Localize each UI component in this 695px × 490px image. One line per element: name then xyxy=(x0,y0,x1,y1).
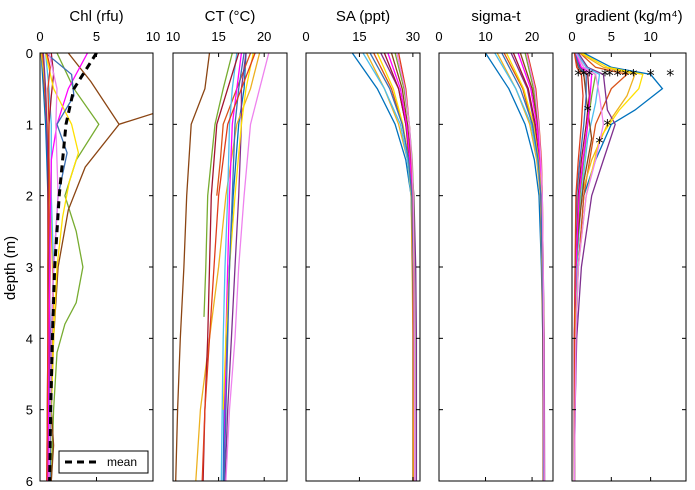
x-tick-label: 0 xyxy=(302,29,309,44)
series-line xyxy=(50,53,100,481)
series-group xyxy=(484,53,546,481)
series-line xyxy=(203,53,233,317)
series-line xyxy=(175,53,211,481)
marker-point: * xyxy=(584,101,592,120)
x-tick-label: 20 xyxy=(257,29,271,44)
marker-point: * xyxy=(603,115,611,134)
y-axis-label: depth (m) xyxy=(2,236,19,300)
series-group: *** ** * * * * **** xyxy=(573,53,674,481)
marker-point: * xyxy=(574,65,582,84)
x-tick-label: 15 xyxy=(211,29,225,44)
panel-2: CT (°C) 10 15 20 xyxy=(166,8,288,482)
x-tick-label: 30 xyxy=(406,29,420,44)
series-line xyxy=(222,53,254,410)
marker-point: * xyxy=(606,65,614,84)
panel-4: sigma-t 0 10 20 xyxy=(435,8,554,482)
x-tick-label: 10 xyxy=(166,29,180,44)
series-line xyxy=(224,53,247,481)
series-line xyxy=(195,53,261,481)
series-line xyxy=(47,53,89,481)
x-tick-label: 20 xyxy=(525,29,539,44)
legend-box xyxy=(58,450,149,474)
panels: Chl (rfu) 0 1 2 3 4 5 6 0 5 10 mean CT (°C) 10 15 20 SA … xyxy=(26,8,687,489)
marker-point: * xyxy=(614,65,622,84)
series-line xyxy=(225,53,270,481)
x-tick-label: 5 xyxy=(608,29,615,44)
y-tick-label: 0 xyxy=(26,46,33,61)
series-line xyxy=(573,53,584,481)
marker-point: * xyxy=(601,65,609,84)
y-tick-label: 3 xyxy=(26,260,33,275)
y-tick-label: 4 xyxy=(26,331,33,346)
x-tick-label: 0 xyxy=(568,29,575,44)
marker-point: * xyxy=(647,65,655,84)
x-tick-label: 0 xyxy=(435,29,442,44)
x-tick-label: 5 xyxy=(93,29,100,44)
series-line xyxy=(220,53,238,481)
x-tick-label: 10 xyxy=(146,29,160,44)
panel-3: SA (ppt) 0 15 30 xyxy=(302,8,421,482)
series-line xyxy=(216,53,252,196)
y-tick-label: 1 xyxy=(26,117,33,132)
panel-5: gradient (kg/m⁴)*** ** * * * * ****0 5 10 xyxy=(568,8,687,482)
series-group xyxy=(175,53,270,481)
y-tick-label: 5 xyxy=(26,403,33,418)
series-line xyxy=(46,53,51,481)
x-tick-label: 15 xyxy=(352,29,366,44)
marker-point: * xyxy=(596,133,604,152)
x-tick-label: 10 xyxy=(478,29,492,44)
panel-title: SA (ppt) xyxy=(336,8,390,25)
mean-line xyxy=(48,53,98,481)
legend: mean xyxy=(58,450,149,474)
marker-point: * xyxy=(585,65,593,84)
panel-1: Chl (rfu) 0 1 2 3 4 5 6 0 5 10 mean xyxy=(26,8,160,489)
y-tick-label: 6 xyxy=(26,474,33,489)
marker-point: * xyxy=(580,65,588,84)
panel-title: CT (°C) xyxy=(205,8,256,25)
panel-title: gradient (kg/m⁴) xyxy=(575,8,682,25)
marker-point: * xyxy=(629,65,637,84)
legend-label: mean xyxy=(107,455,137,469)
series-group xyxy=(351,53,418,481)
panel-title: sigma-t xyxy=(471,8,521,25)
series-line xyxy=(573,53,605,481)
series-line xyxy=(525,53,545,481)
x-tick-label: 10 xyxy=(643,29,657,44)
series-line xyxy=(223,53,243,481)
panel-title: Chl (rfu) xyxy=(69,8,123,25)
marker-point: * xyxy=(621,65,629,84)
series-line xyxy=(396,53,416,481)
x-tick-label: 0 xyxy=(36,29,43,44)
y-tick-label: 2 xyxy=(26,189,33,204)
series-line xyxy=(201,53,256,481)
series-line xyxy=(223,53,245,481)
series-group xyxy=(40,53,153,481)
marker-point: * xyxy=(666,65,674,84)
